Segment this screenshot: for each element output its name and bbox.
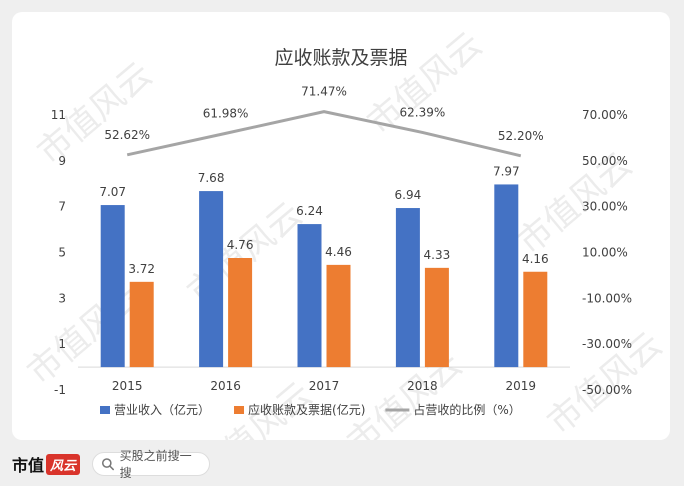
legend-label: 应收账款及票据(亿元) [248, 402, 365, 417]
search-placeholder: 买股之前搜一搜 [119, 449, 192, 480]
legend-swatch [234, 406, 245, 414]
watermark-text: 市值风云 [30, 55, 160, 173]
search-box[interactable]: 买股之前搜一搜 [92, 449, 211, 480]
brand-text: 市值 [12, 456, 45, 475]
bar-data-label: 7.97 [493, 164, 520, 178]
bar [199, 191, 224, 368]
ratio-line [126, 110, 522, 158]
bar-data-label: 7.07 [99, 185, 126, 199]
y-right-tick-label: -10.00% [582, 291, 632, 305]
watermark-text: 市值风云 [360, 25, 490, 143]
bars-layer: 7.07 7.68 6.24 6.94 7.97 3.72 4.76 4.46 4.33 4.16 [99, 164, 549, 368]
x-axis: 2015 2016 2017 2018 2019 [78, 366, 570, 393]
search-icon [102, 458, 115, 471]
footer: 市值 风云 买股之前搜一搜 [12, 449, 412, 480]
bar [326, 264, 351, 368]
y-axis-right: 70.00% 50.00% 30.00% 10.00% -10.00% -30.00% -5… [582, 108, 632, 397]
ratio-data-label: 62.39% [400, 105, 446, 119]
y-left-tick-label: -1 [54, 383, 66, 397]
legend-label: 营业收入（亿元） [114, 402, 210, 417]
x-tick-label: 2017 [309, 379, 340, 393]
ratio-line-layer: 52.62% 61.98% 71.47% 62.39% 52.20% [104, 85, 544, 158]
bar [129, 281, 154, 368]
brand-seal: 风云 [46, 453, 81, 475]
bar-data-label: 4.33 [424, 248, 451, 262]
ratio-data-label: 52.20% [498, 129, 544, 143]
y-left-tick-label: 7 [58, 200, 66, 214]
ratio-data-label: 71.47% [301, 85, 347, 99]
bar [395, 208, 420, 368]
bar-data-label: 4.76 [227, 238, 254, 252]
chart-card: 市值风云 市值风云 市值风云 市值风云 市值风云 市值风云 市值风云 市值风云 应收账款及票据… [12, 12, 670, 440]
y-left-tick-label: 1 [58, 337, 66, 351]
bar-data-label: 4.46 [325, 245, 352, 259]
y-right-tick-label: -50.00% [582, 383, 632, 397]
bar [424, 267, 449, 368]
legend-swatch [100, 406, 110, 414]
y-right-tick-label: 10.00% [582, 246, 628, 260]
y-axis-left: 11 9 7 5 3 1 -1 [51, 108, 66, 397]
y-right-tick-label: -30.00% [582, 337, 632, 351]
y-right-tick-label: 30.00% [582, 200, 628, 214]
bar-data-label: 4.16 [522, 252, 549, 266]
bar [100, 205, 125, 368]
y-right-tick-label: 70.00% [582, 108, 628, 122]
bar-data-label: 3.72 [128, 262, 155, 276]
chart-title: 应收账款及票据 [274, 47, 407, 69]
x-tick-label: 2015 [112, 379, 143, 393]
legend: 营业收入（亿元） 应收账款及票据(亿元) 占营收的比例（%） [100, 402, 521, 417]
ratio-data-label: 61.98% [203, 106, 249, 120]
x-tick-label: 2016 [210, 379, 241, 393]
y-left-tick-label: 11 [51, 108, 66, 122]
x-tick-label: 2019 [506, 379, 537, 393]
brand-logo[interactable]: 市值 风云 [12, 452, 81, 476]
bar [494, 184, 519, 368]
bar-data-label: 7.68 [198, 171, 225, 185]
y-left-tick-label: 5 [58, 246, 66, 260]
y-left-tick-label: 9 [58, 154, 66, 168]
ratio-data-label: 52.62% [104, 128, 150, 142]
bar [523, 271, 548, 368]
bar [297, 224, 322, 368]
legend-label: 占营收的比例（%） [413, 402, 520, 417]
bar-data-label: 6.24 [296, 204, 323, 218]
bar-data-label: 6.94 [395, 188, 422, 202]
bar [228, 258, 253, 368]
y-right-tick-label: 50.00% [582, 154, 628, 168]
x-tick-label: 2018 [407, 379, 438, 393]
y-left-tick-label: 3 [58, 291, 66, 305]
